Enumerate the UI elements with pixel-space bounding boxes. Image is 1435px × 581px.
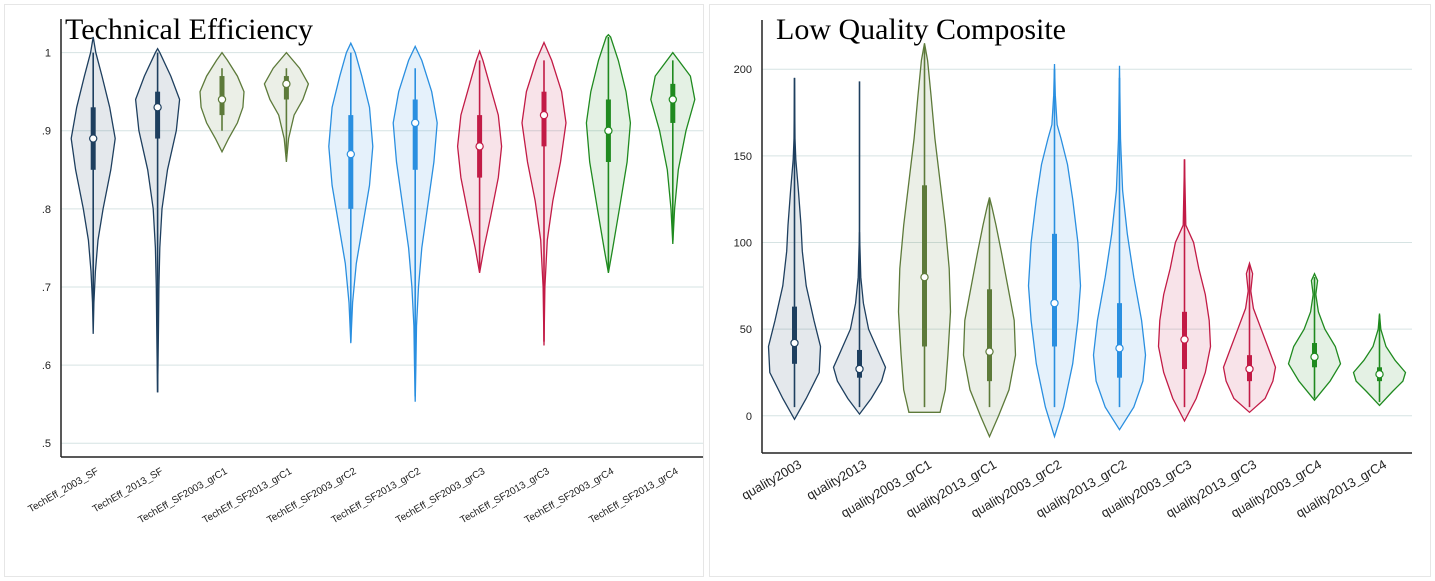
violin-median-marker xyxy=(1050,298,1059,308)
violin xyxy=(1352,313,1407,407)
violin-median-marker xyxy=(1310,352,1319,362)
y-tick-label: 200 xyxy=(734,64,752,76)
violin xyxy=(767,77,822,421)
violin xyxy=(585,33,632,274)
violin xyxy=(134,47,181,393)
y-tick-label: 50 xyxy=(740,324,752,336)
violin xyxy=(650,51,696,245)
violin xyxy=(70,36,116,334)
violin xyxy=(1027,63,1082,439)
violin-median-marker xyxy=(985,347,994,356)
violin-median-marker xyxy=(88,134,98,143)
violin-median-marker xyxy=(475,142,484,151)
violin-iqr-box xyxy=(857,349,862,378)
violin-iqr-box xyxy=(155,91,161,139)
violin-iqr-box xyxy=(987,289,992,382)
violin-median-marker xyxy=(411,118,420,128)
x-tick-label: TechEff_2003_SF xyxy=(26,466,100,515)
violin xyxy=(199,51,245,154)
violin xyxy=(962,197,1017,439)
violin xyxy=(1092,65,1147,431)
violin xyxy=(1222,261,1277,414)
y-tick-label: 1 xyxy=(45,48,51,60)
tech-efficiency-panel: Technical Efficiency .5 .6 .7 .8 .9 1 TechEff_… xyxy=(4,4,704,577)
y-tick-label: 0 xyxy=(746,411,752,423)
violin-iqr-box xyxy=(1117,303,1122,378)
violin-median-marker xyxy=(668,95,678,104)
violin-iqr-box xyxy=(1052,233,1057,347)
violin xyxy=(832,81,887,416)
violin xyxy=(328,41,374,344)
violin-iqr-box xyxy=(348,115,354,209)
violin-median-marker xyxy=(539,110,549,120)
violin-median-marker xyxy=(920,272,929,282)
low-quality-composite-panel: Low Quality Composite 0 50 100 150 200 qualit… xyxy=(709,4,1431,577)
violin-median-marker xyxy=(282,79,291,89)
x-tick-label: quality2003 xyxy=(739,457,804,503)
low-quality-composite-title: Low Quality Composite xyxy=(776,13,1066,46)
violin-median-marker xyxy=(217,95,227,104)
violin xyxy=(1157,159,1212,423)
violin xyxy=(521,40,567,346)
violin xyxy=(392,44,438,402)
violin-median-marker xyxy=(1180,335,1189,344)
violin xyxy=(897,43,952,413)
y-tick-label: .9 xyxy=(42,126,51,138)
y-tick-label: .5 xyxy=(42,438,51,450)
violin-iqr-box xyxy=(792,306,797,364)
violin-median-marker xyxy=(1375,370,1384,379)
violin-median-marker xyxy=(153,103,162,112)
violin-median-marker xyxy=(346,149,355,159)
violin xyxy=(456,49,503,274)
violin-iqr-box xyxy=(922,185,927,347)
y-tick-label: 100 xyxy=(734,238,752,250)
y-tick-label: .7 xyxy=(42,282,51,294)
violin-median-marker xyxy=(855,364,864,374)
violin-iqr-box xyxy=(412,99,418,170)
tech-efficiency-chart: .5.6.7.8.91TechEff_2003_SFTechEff_2013_S… xyxy=(26,19,703,526)
y-tick-label: .6 xyxy=(42,360,51,372)
violin xyxy=(263,51,310,163)
violin-median-marker xyxy=(790,338,799,348)
violin xyxy=(1287,272,1342,402)
violin-median-marker xyxy=(1245,364,1254,374)
y-tick-label: .8 xyxy=(42,204,51,216)
tech-efficiency-title: Technical Efficiency xyxy=(65,13,314,46)
violin-median-marker xyxy=(604,126,613,135)
y-tick-label: 150 xyxy=(734,151,752,163)
violin-median-marker xyxy=(1115,344,1124,353)
